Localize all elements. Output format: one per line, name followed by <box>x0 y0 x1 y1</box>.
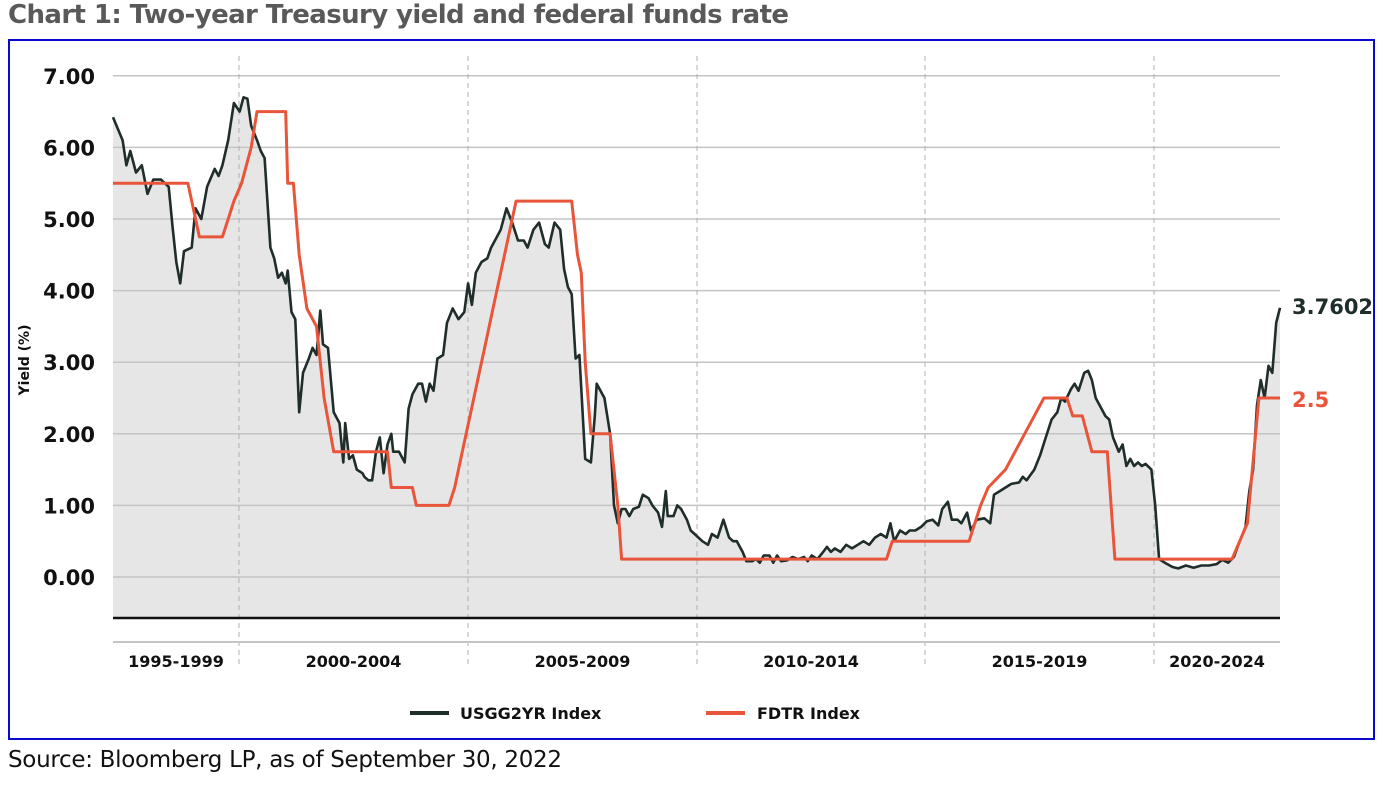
x-tick-label: 2005-2009 <box>535 652 631 671</box>
legend: USGG2YR Index FDTR Index <box>410 704 861 723</box>
end-label-fdtr: 2.5 <box>1292 388 1329 412</box>
y-tick-label: 1.00 <box>43 494 95 518</box>
legend-label-usgg: USGG2YR Index <box>460 704 602 723</box>
chart-frame <box>8 39 1375 740</box>
y-tick-label: 4.00 <box>43 280 95 304</box>
x-tick-label: 1995-1999 <box>128 652 224 671</box>
y-tick-label: 5.00 <box>43 208 95 232</box>
x-tick-label: 2000-2004 <box>306 652 402 671</box>
x-tick-label: 2020-2024 <box>1169 652 1265 671</box>
legend-label-fdtr: FDTR Index <box>757 704 861 723</box>
y-tick-label: 0.00 <box>43 566 95 590</box>
chart-title: Chart 1: Two-year Treasury yield and fed… <box>8 0 789 30</box>
y-tick-label: 2.00 <box>43 423 95 447</box>
series-line-fdtr <box>113 110 1280 561</box>
y-tick-label: 6.00 <box>43 136 95 160</box>
y-tick-label: 7.00 <box>43 65 95 89</box>
y-tick-label: 3.00 <box>43 351 95 375</box>
end-label-usgg: 3.7602 <box>1292 295 1373 319</box>
x-tick-label: 2015-2019 <box>992 652 1088 671</box>
source-note: Source: Bloomberg LP, as of September 30… <box>8 747 562 773</box>
series-line-usgg <box>111 96 1282 570</box>
x-tick-label: 2010-2014 <box>763 652 859 671</box>
y-axis-label: Yield (%) <box>17 325 33 397</box>
